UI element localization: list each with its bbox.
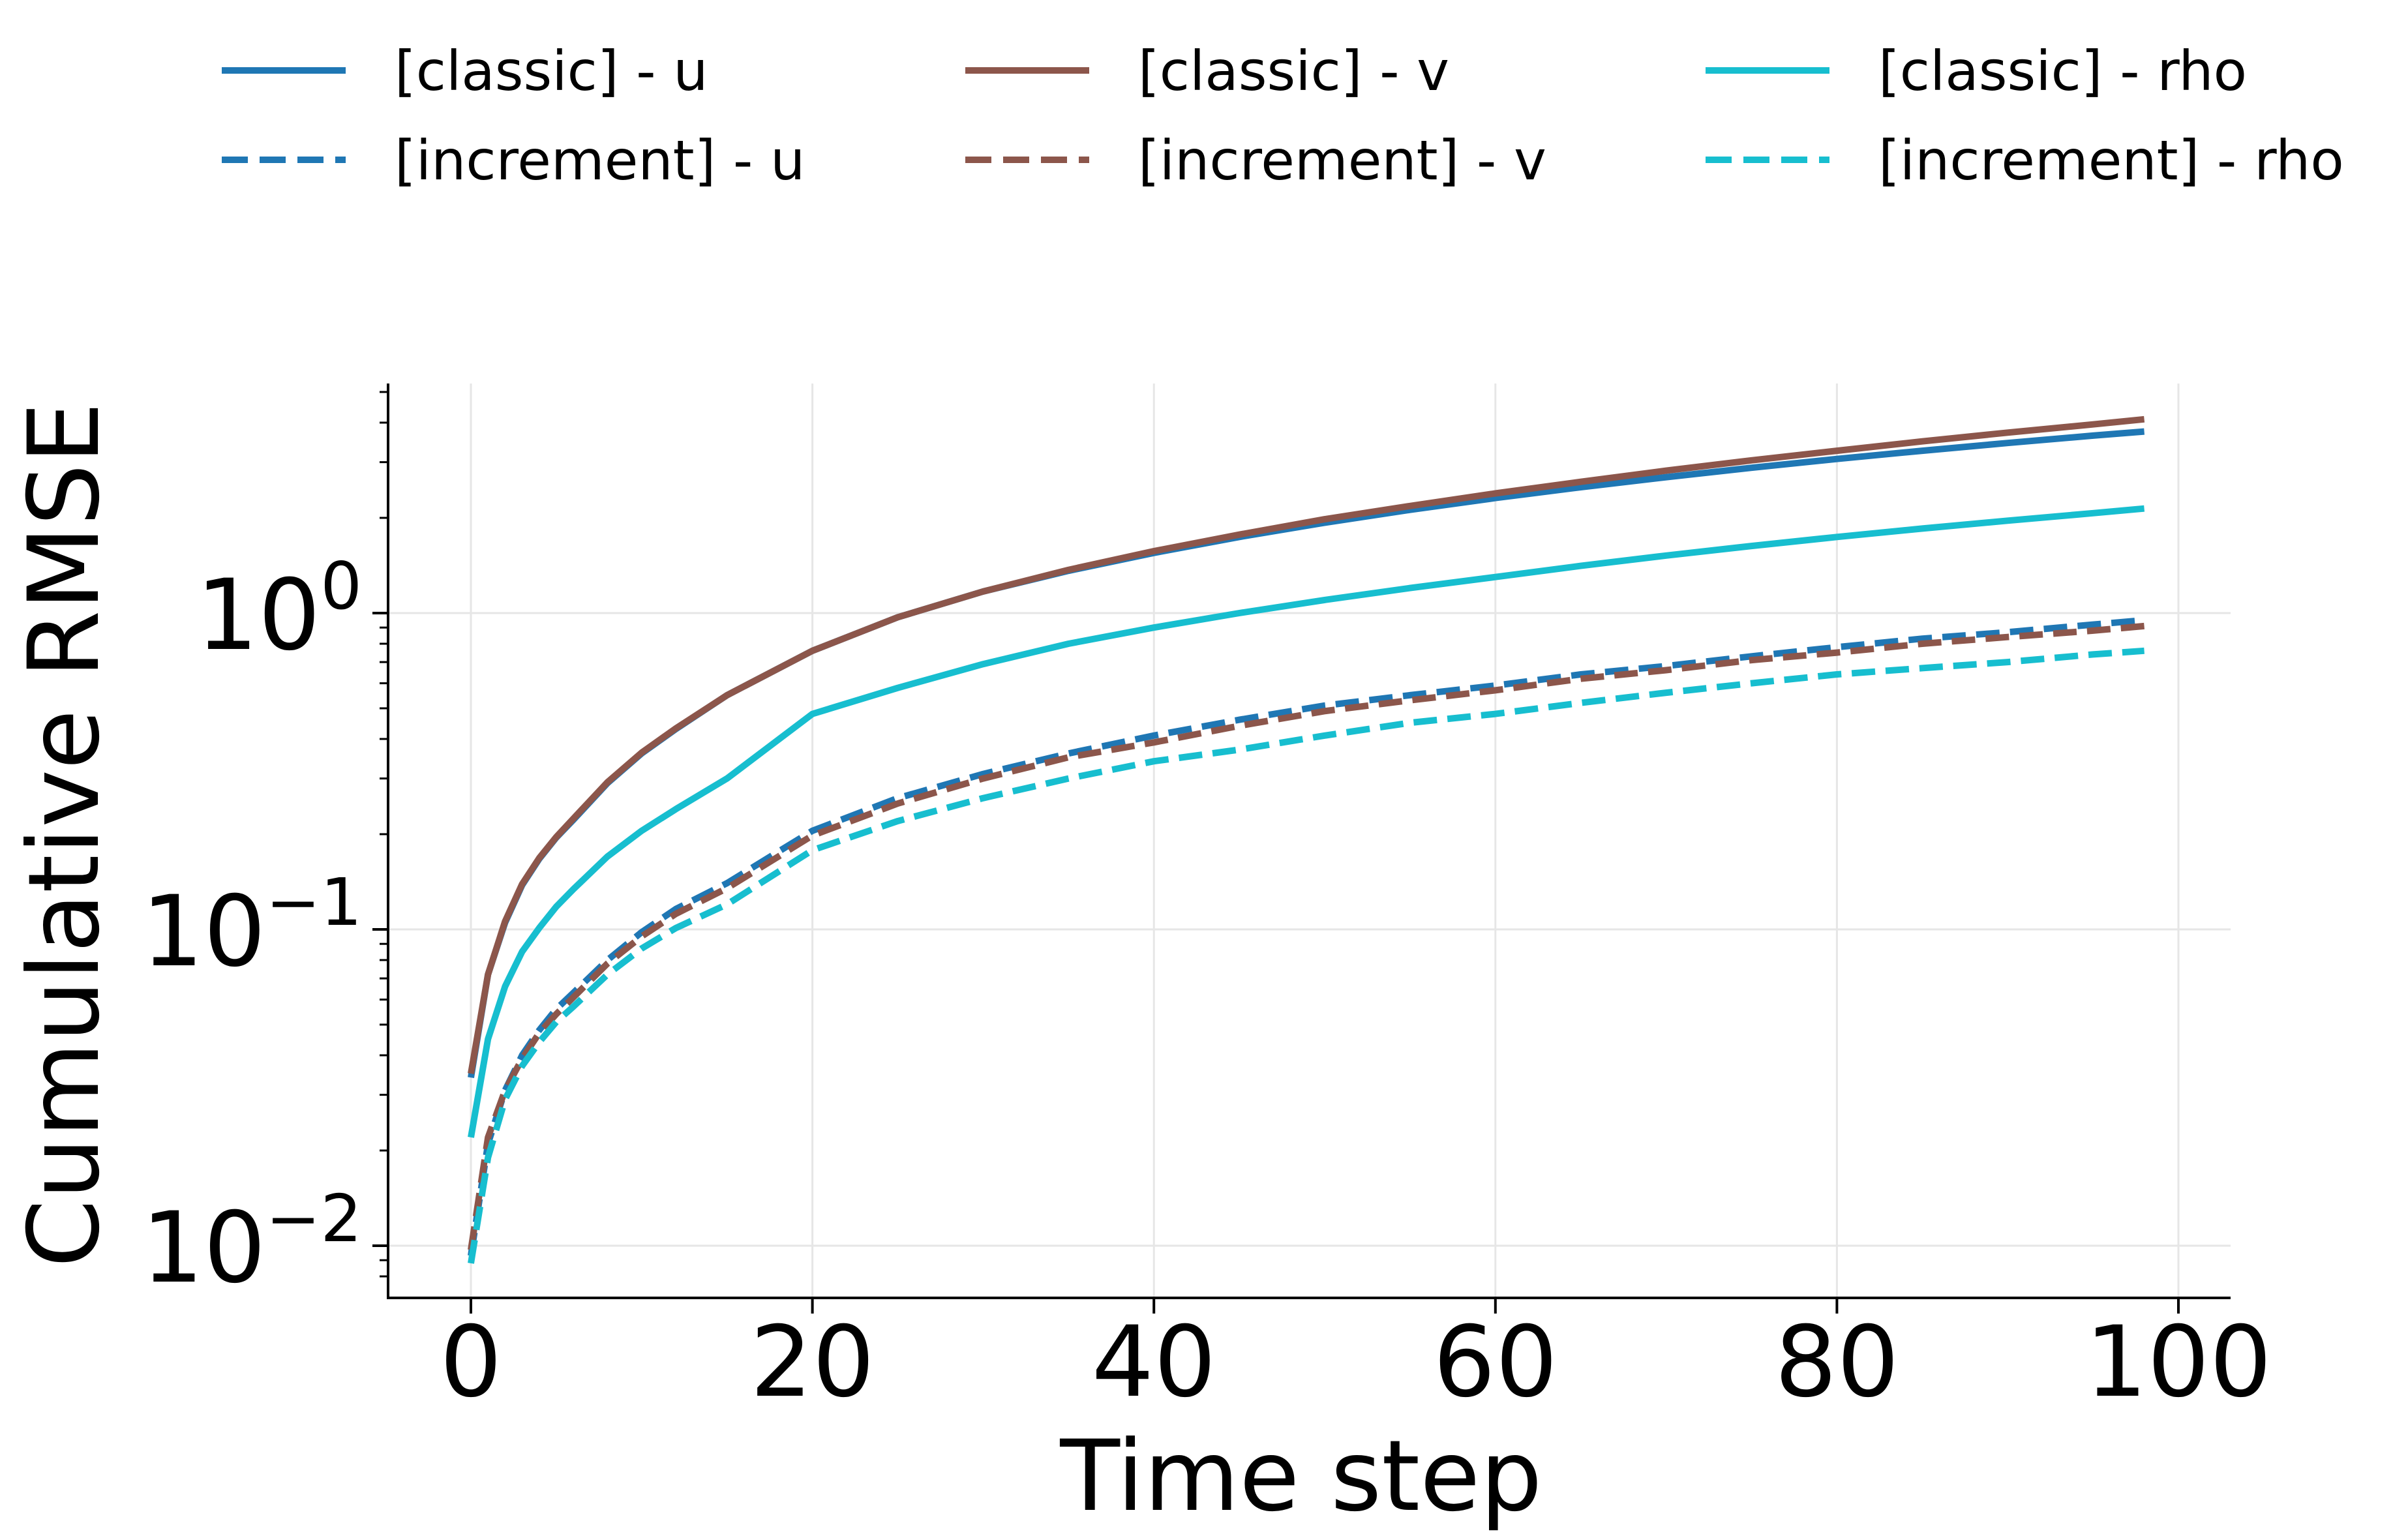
ticks: 0 20 40 60 80 100 10−2 10−1 100 [142,391,2272,1419]
legend-label-1: [classic] - u [395,39,708,103]
legend-label-4: [increment] - u [395,128,805,192]
y-tick-label: 10−2 [142,1181,362,1305]
legend-label-6: [increment] - rho [1878,128,2344,192]
grid [388,384,2231,1298]
legend: [classic] - u [classic] - v [classic] - rh… [222,39,2344,192]
x-tick-label: 80 [1775,1306,1899,1419]
series-layer [468,415,2145,1264]
y-tick-label: 10−1 [142,864,362,989]
x-tick-label: 100 [2085,1306,2272,1419]
x-tick-label: 60 [1433,1306,1558,1419]
x-tick-label: 20 [750,1306,875,1419]
series-line-2 [468,415,2145,1074]
series-line-6 [468,647,2145,1264]
x-tick-label: 40 [1092,1306,1216,1419]
y-axis-title: Cumulative RMSE [8,402,121,1267]
axes [387,384,2231,1299]
series-line-5 [468,622,2145,1251]
legend-label-2: [classic] - v [1138,39,1449,103]
series-line-3 [468,505,2145,1138]
y-tick-label: 100 [196,548,363,672]
legend-label-3: [classic] - rho [1878,39,2247,103]
x-tick-label: 0 [440,1306,502,1419]
legend-label-5: [increment] - v [1138,128,1546,192]
x-axis-title: Time step [1059,1420,1542,1533]
